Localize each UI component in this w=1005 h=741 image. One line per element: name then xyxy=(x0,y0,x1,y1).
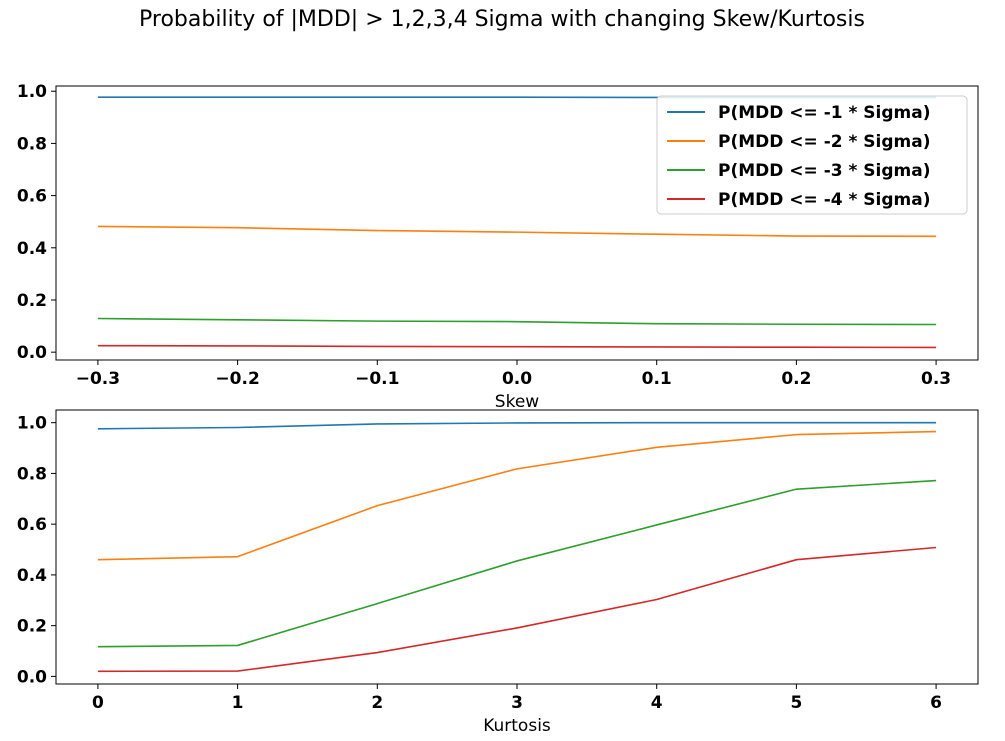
series-line-3 xyxy=(97,479,937,648)
x-tick-label: 1 xyxy=(232,693,244,713)
y-tick-label: 0.2 xyxy=(17,291,47,311)
legend-label-3: P(MDD <= -3 * Sigma) xyxy=(718,161,931,181)
chart-panel-2: 0 1 2 3 4 5 6 0.0 0.2 0.4 0.6 0.8 1.0 Kurtosis xyxy=(17,409,979,736)
x-tick-label: 2 xyxy=(371,693,383,713)
series-line-3 xyxy=(97,317,937,326)
legend-label-4: P(MDD <= -4 * Sigma) xyxy=(718,190,931,210)
x-tick-label: 6 xyxy=(930,693,942,713)
series-line-2 xyxy=(97,225,937,238)
y-tick-label: 0.0 xyxy=(17,343,47,363)
y-tick-label: 0.8 xyxy=(17,134,47,154)
legend-label-1: P(MDD <= -1 * Sigma) xyxy=(718,103,931,123)
panels: −0.3 −0.2 −0.1 0.0 0.1 0.2 0.3 0.0 0.2 0.4 0.6 0.8 1… xyxy=(17,82,979,736)
y-tick-label: 1.0 xyxy=(17,414,47,434)
series-line-4 xyxy=(97,546,937,673)
x-tick-label: −0.2 xyxy=(215,369,259,389)
x-axis-label: Skew xyxy=(495,392,539,412)
series-line-2 xyxy=(97,430,937,561)
x-tick-label: −0.3 xyxy=(76,369,120,389)
x-tick-label: 5 xyxy=(790,693,802,713)
legend: P(MDD <= -1 * Sigma) P(MDD <= -2 * Sigma)… xyxy=(656,95,968,215)
x-tick-label: 0.0 xyxy=(502,369,532,389)
y-tick-label: 1.0 xyxy=(17,82,47,102)
figure-title: Probability of |MDD| > 1,2,3,4 Sigma wit… xyxy=(139,7,865,32)
series-line-4 xyxy=(97,344,937,349)
y-tick-label: 0.0 xyxy=(17,667,47,687)
x-tick-label: −0.1 xyxy=(355,369,399,389)
y-tick-label: 0.6 xyxy=(17,187,47,207)
y-tick-label: 0.6 xyxy=(17,515,47,535)
legend-label-2: P(MDD <= -2 * Sigma) xyxy=(718,132,931,152)
legend-box xyxy=(656,95,968,215)
y-tick-label: 0.2 xyxy=(17,617,47,637)
y-tick-label: 0.4 xyxy=(17,239,47,259)
y-tick-label: 0.8 xyxy=(17,464,47,484)
y-tick-label: 0.4 xyxy=(17,566,47,586)
axes-frame xyxy=(55,409,979,685)
x-tick-label: 0 xyxy=(92,693,104,713)
x-tick-label: 0.3 xyxy=(921,369,951,389)
series-line-1 xyxy=(97,421,937,430)
x-tick-label: 3 xyxy=(511,693,523,713)
x-tick-label: 4 xyxy=(651,693,663,713)
chart-panel-1: −0.3 −0.2 −0.1 0.0 0.1 0.2 0.3 0.0 0.2 0.4 0.6 0.8 1… xyxy=(17,82,979,412)
x-axis-label: Kurtosis xyxy=(483,716,551,736)
x-tick-label: 0.2 xyxy=(781,369,811,389)
x-tick-label: 0.1 xyxy=(642,369,672,389)
